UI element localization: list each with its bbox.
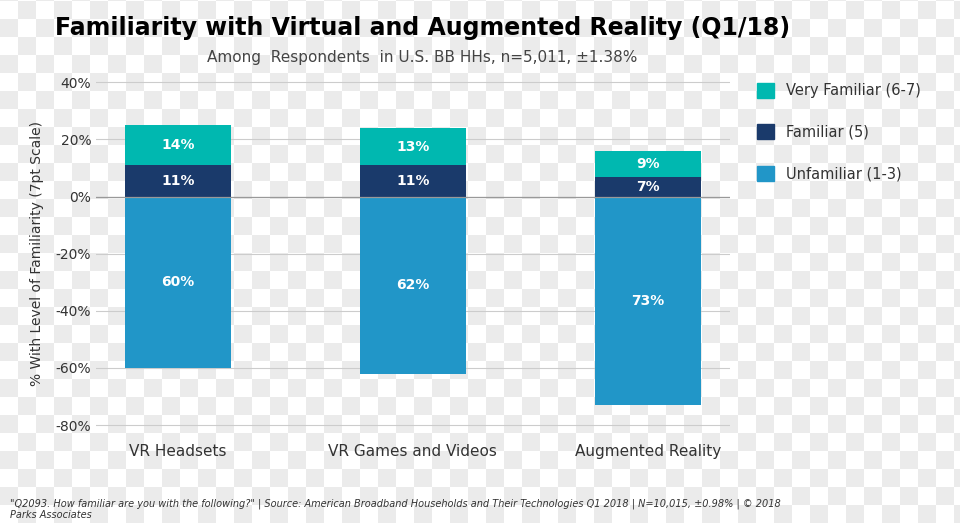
Text: 9%: 9% <box>636 157 660 170</box>
Y-axis label: % With Level of Familiarity (7pt Scale): % With Level of Familiarity (7pt Scale) <box>31 121 44 386</box>
Text: Familiarity with Virtual and Augmented Reality (Q1/18): Familiarity with Virtual and Augmented R… <box>55 16 790 40</box>
Bar <box>360 128 466 165</box>
Bar <box>125 165 230 197</box>
Text: 62%: 62% <box>396 278 429 292</box>
Text: Among  Respondents  in U.S. BB HHs, n=5,011, ±1.38%: Among Respondents in U.S. BB HHs, n=5,01… <box>207 50 637 65</box>
Bar <box>125 197 230 368</box>
Text: "Q2093. How familiar are you with the following?" | Source: American Broadband H: "Q2093. How familiar are you with the fo… <box>10 498 780 520</box>
Text: 11%: 11% <box>161 174 195 188</box>
Bar <box>595 197 701 405</box>
Bar <box>125 125 230 165</box>
Text: 13%: 13% <box>396 140 429 154</box>
Bar <box>360 197 466 373</box>
Bar <box>360 165 466 197</box>
Text: 11%: 11% <box>396 174 429 188</box>
Bar <box>595 151 701 177</box>
Text: 7%: 7% <box>636 179 660 194</box>
Text: 60%: 60% <box>161 275 194 289</box>
Text: 73%: 73% <box>632 294 664 308</box>
Text: 14%: 14% <box>161 138 195 152</box>
Bar <box>595 177 701 197</box>
Legend: Very Familiar (6-7), Familiar (5), Unfamiliar (1-3): Very Familiar (6-7), Familiar (5), Unfam… <box>750 75 928 189</box>
